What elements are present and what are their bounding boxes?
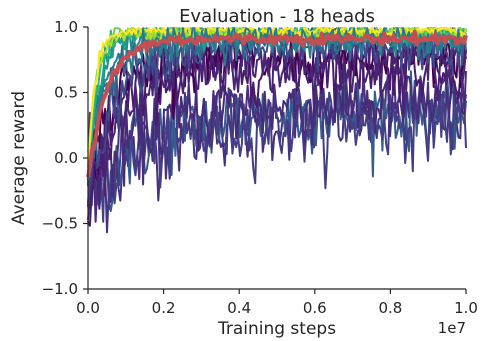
x-tick-label: 0.2 [152, 299, 176, 317]
series-layer [86, 27, 468, 234]
y-tick-label: 1.0 [54, 18, 78, 36]
x-tick-label: 0.0 [76, 299, 100, 317]
x-tick-label: 0.6 [303, 299, 327, 317]
y-tick-label: −1.0 [42, 280, 78, 298]
ticks-layer: 0.0 0.2 0.4 0.6 0.8 1.0 −1.0 −0.5 0.0 0.5 1.0 [42, 18, 478, 317]
head-reward-line [87, 28, 467, 220]
head-reward-line [87, 44, 467, 223]
y-axis-label: Average reward [9, 91, 29, 225]
y-tick-label: 0.5 [54, 84, 78, 102]
x-tick-label: 0.8 [378, 299, 402, 317]
y-tick-label: 0.0 [54, 149, 78, 167]
chart-title: Evaluation - 18 heads [179, 6, 375, 27]
head-reward-line [87, 27, 467, 227]
y-tick-label: −0.5 [42, 215, 78, 233]
x-axis-label: Training steps [217, 319, 336, 339]
x-tick-label: 0.4 [227, 299, 251, 317]
mean-reward-line [86, 29, 468, 178]
x-offset-label: 1e7 [438, 319, 466, 337]
x-tick-label: 1.0 [454, 299, 478, 317]
